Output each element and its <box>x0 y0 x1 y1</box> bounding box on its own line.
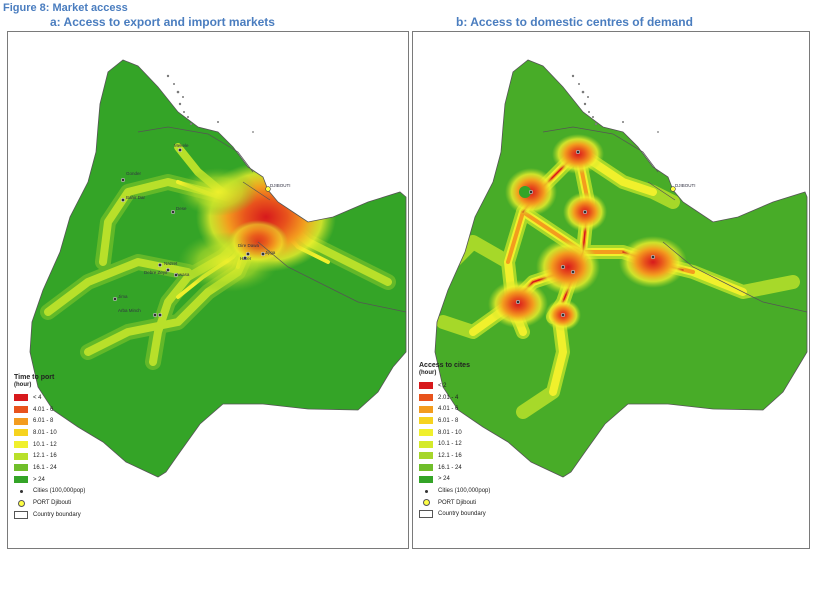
legend-swatch <box>419 440 433 448</box>
legend-swatch <box>14 417 28 425</box>
legend-class-label: 16.1 - 24 <box>438 464 462 471</box>
legend-label: PORT Djibouti <box>33 500 72 507</box>
legend-swatch <box>419 475 433 483</box>
legend-class-row: < 4 <box>14 392 85 404</box>
legend-class-label: < 2 <box>438 382 447 389</box>
legend-class-label: < 4 <box>33 394 42 401</box>
map-a-svg <box>29 59 407 478</box>
legend-row-cities: Cities (100,000pop) <box>14 486 85 498</box>
legend-class-label: 6.01 - 8 <box>33 418 54 425</box>
legend-title: Access to cites <box>419 362 470 369</box>
port-circle-icon <box>14 499 28 507</box>
map-label-city: Arba Minch <box>118 308 141 313</box>
map-label-city: Debre Zeyit <box>144 270 168 275</box>
legend-class-row: 16.1 - 24 <box>419 462 490 474</box>
panel-b-map: DJIBOUTI Access to cites (hour) < 2 2.01 … <box>412 31 810 549</box>
legend-swatch <box>14 464 28 472</box>
city-dot-icon <box>419 489 433 493</box>
legend-class-label: 2.01 - 4 <box>438 394 459 401</box>
map-label-city: Jijiga <box>265 250 276 255</box>
boundary-box-icon <box>419 510 433 519</box>
legend-class-row: 10.1 - 12 <box>419 438 490 450</box>
map-label-city: Mekele <box>174 143 189 148</box>
legend-swatch <box>419 452 433 460</box>
legend-unit: (hour) <box>419 370 437 376</box>
legend-label: Cities (100,000pop) <box>438 488 491 495</box>
legend-swatch <box>14 394 28 402</box>
legend-label: Country boundary <box>33 511 81 518</box>
legend-swatch <box>419 429 433 437</box>
legend-swatch <box>419 417 433 425</box>
legend-class-label: 6.01 - 8 <box>438 417 459 424</box>
legend-class-row: 12.1 - 16 <box>419 450 490 462</box>
legend-class-row: 6.01 - 8 <box>14 415 85 427</box>
legend-swatch <box>14 429 28 437</box>
map-label-djibouti: DJIBOUTI <box>675 183 696 188</box>
port-circle-icon <box>419 499 433 507</box>
legend-b: Access to cites (hour) < 2 2.01 - 4 4.01 -… <box>419 362 490 520</box>
legend-class-label: 8.01 - 10 <box>438 429 462 436</box>
legend-class-row: 4.01 - 6 <box>419 403 490 415</box>
figure-title: Market access <box>52 2 128 14</box>
legend-class-row: 6.01 - 8 <box>419 415 490 427</box>
legend-label: Cities (100,000pop) <box>33 488 86 495</box>
legend-swatch <box>419 405 433 413</box>
panel-a-map: DJIBOUTI Mekele Gonder Bahir Dar Dese Di… <box>7 31 409 549</box>
legend-class-row: 12.1 - 16 <box>14 450 85 462</box>
legend-class-row: > 24 <box>419 474 490 486</box>
legend-class-row: 4.01 - 6 <box>14 404 85 416</box>
legend-class-label: 8.01 - 10 <box>33 429 57 436</box>
legend-swatch <box>419 464 433 472</box>
map-label-city: Awasa <box>176 272 190 277</box>
map-label-city: Dire Dawa <box>238 243 260 248</box>
legend-class-row: > 24 <box>14 474 85 486</box>
map-label-city: Gonder <box>126 171 142 176</box>
legend-row-cities: Cities (100,000pop) <box>419 485 490 497</box>
boundary-box-icon <box>14 510 28 519</box>
legend-a: Time to port (hour) < 4 4.01 - 6 6.01 - 8 8… <box>14 374 85 521</box>
legend-title: Time to port <box>14 374 55 381</box>
legend-swatch <box>14 406 28 414</box>
panel-a-title: a: Access to export and import markets <box>50 15 275 29</box>
legend-swatch <box>419 382 433 390</box>
legend-class-label: 10.1 - 12 <box>438 441 462 448</box>
map-label-city: Dese <box>176 206 187 211</box>
legend-row-port: PORT Djibouti <box>419 497 490 509</box>
legend-class-label: 12.1 - 16 <box>33 453 57 460</box>
legend-label: Country boundary <box>438 511 486 518</box>
legend-swatch <box>14 441 28 449</box>
legend-class-label: 16.1 - 24 <box>33 464 57 471</box>
legend-class-row: 16.1 - 24 <box>14 462 85 474</box>
legend-class-row: < 2 <box>419 380 490 392</box>
map-label-city: Bahir Dar <box>126 195 146 200</box>
legend-unit: (hour) <box>14 382 32 388</box>
legend-class-label: > 24 <box>438 476 450 483</box>
legend-class-label: 4.01 - 6 <box>438 406 459 413</box>
legend-class-row: 10.1 - 12 <box>14 439 85 451</box>
legend-row-boundary: Country boundary <box>419 509 490 521</box>
map-label-djibouti: DJIBOUTI <box>270 183 291 188</box>
legend-row-boundary: Country boundary <box>14 509 85 521</box>
legend-class-row: 8.01 - 10 <box>14 427 85 439</box>
legend-label: PORT Djibouti <box>438 499 477 506</box>
legend-class-label: > 24 <box>33 476 45 483</box>
panel-b-title: b: Access to domestic centres of demand <box>456 15 693 29</box>
legend-class-label: 10.1 - 12 <box>33 441 57 448</box>
legend-row-port: PORT Djibouti <box>14 497 85 509</box>
legend-swatch <box>14 452 28 460</box>
legend-swatch <box>14 476 28 484</box>
figure-caption: Figure 8: Market access <box>3 2 128 14</box>
legend-swatch <box>419 394 433 402</box>
legend-class-label: 4.01 - 6 <box>33 406 54 413</box>
legend-class-row: 8.01 - 10 <box>419 427 490 439</box>
figure-number: Figure 8: <box>3 2 50 14</box>
map-label-city: Nazret <box>164 261 178 266</box>
city-dot-icon <box>14 489 28 493</box>
map-label-city: Jima <box>118 294 128 299</box>
map-label-city: Harer <box>240 256 252 261</box>
map-b-svg <box>434 59 808 478</box>
legend-class-label: 12.1 - 16 <box>438 452 462 459</box>
legend-class-row: 2.01 - 4 <box>419 392 490 404</box>
